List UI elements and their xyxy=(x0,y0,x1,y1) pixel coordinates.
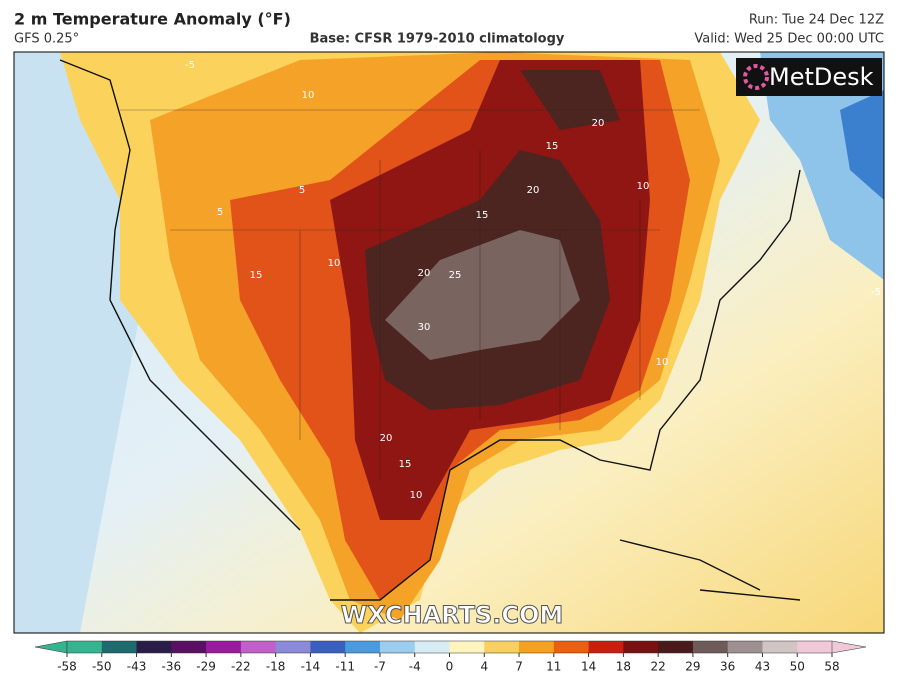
colorbar: -58 -50 -43 -36 -29 -22 -18 -14 -11 -7 -4 0 4 7 11 14 18… xyxy=(34,640,867,674)
logo-box xyxy=(736,58,882,96)
colorbar-segment xyxy=(67,641,103,653)
contour-label: 10 xyxy=(656,357,669,368)
colorbar-segment xyxy=(171,641,207,653)
colorbar-arrow-right xyxy=(831,640,867,654)
colorbar-segment xyxy=(206,641,242,653)
colorbar-segment xyxy=(379,641,416,653)
colorbar-tick-label: 22 xyxy=(650,660,665,674)
colorbar-segment xyxy=(101,641,138,653)
contour-label: 15 xyxy=(399,459,412,470)
contour-label: 5 xyxy=(217,207,223,218)
contour-label: 15 xyxy=(250,270,263,281)
watermark: WXCHARTS.COM xyxy=(341,601,563,629)
colorbar-segment xyxy=(727,641,763,653)
colorbar-tick-label: 58 xyxy=(824,660,839,674)
contour-label: 15 xyxy=(546,141,559,152)
logo: MetDesk xyxy=(769,63,874,91)
colorbar-segment xyxy=(762,641,798,653)
colorbar-tick-label: -36 xyxy=(162,660,182,674)
borders xyxy=(120,109,700,480)
contour-label: 5 xyxy=(299,185,305,196)
contour-label: 10 xyxy=(637,181,650,192)
colorbar-segment xyxy=(658,641,694,653)
map-frame xyxy=(13,51,885,634)
colorbar-tick-label: 11 xyxy=(546,660,561,674)
colorbar-tick-label: -14 xyxy=(301,660,321,674)
colorbar-segment xyxy=(275,641,311,653)
colorbar-segment xyxy=(519,641,555,653)
anomaly-30 xyxy=(385,230,580,360)
colorbar-tick-label: -4 xyxy=(409,660,421,674)
valid-label: Valid: Wed 25 Dec 00:00 UTC xyxy=(694,32,884,47)
colorbar-tick-label: 14 xyxy=(581,660,596,674)
colorbar-arrow-left xyxy=(34,640,68,654)
colorbar-segment xyxy=(553,641,590,653)
logo-icon xyxy=(743,64,769,90)
run-label: Run: Tue 24 Dec 12Z xyxy=(749,13,884,28)
contour-label: 10 xyxy=(410,490,423,501)
contour-label: 20 xyxy=(418,268,431,279)
colorbar-tick-label: -18 xyxy=(266,660,286,674)
map-title: 2 m Temperature Anomaly (°F) xyxy=(14,10,291,29)
base-label: Base: CFSR 1979-2010 climatology xyxy=(310,32,565,47)
colorbar-tick-label: 7 xyxy=(515,660,523,674)
contour-label: 15 xyxy=(476,210,489,221)
colorbar-tick-label: 29 xyxy=(685,660,700,674)
contour-label: -5 xyxy=(185,60,195,71)
colorbar-tick-label: 43 xyxy=(755,660,770,674)
colorbar-tick-label: -7 xyxy=(374,660,386,674)
coastline xyxy=(59,59,801,601)
colorbar-tick-label: -22 xyxy=(231,660,251,674)
colorbar-segment xyxy=(588,641,624,653)
colorbar-tick-label: 0 xyxy=(446,660,454,674)
pacific-cool xyxy=(14,52,240,633)
colorbar-tick-label: 18 xyxy=(616,660,631,674)
contour-label: 20 xyxy=(527,185,540,196)
colorbar-segment xyxy=(797,641,833,653)
colorbar-segment xyxy=(136,641,172,653)
colorbar-segment xyxy=(310,641,346,653)
map: MetDesk WXCHARTS.COM 10 20 15 20 15 10 5 15 10 20… xyxy=(14,52,884,633)
colorbar-tick-label: -11 xyxy=(335,660,355,674)
contour-label: 30 xyxy=(418,322,431,333)
colorbar-segment xyxy=(240,641,277,653)
colorbar-segment xyxy=(345,641,381,653)
colorbar-segment xyxy=(623,641,659,653)
colorbar-segment xyxy=(414,641,450,653)
colorbar-tick-label: 36 xyxy=(720,660,735,674)
contour-label: 20 xyxy=(380,433,393,444)
colorbar-tick-label: -58 xyxy=(57,660,77,674)
colorbar-tick-label: -29 xyxy=(196,660,216,674)
colorbar-segment xyxy=(484,641,520,653)
colorbar-segment xyxy=(692,641,729,653)
colorbar-segment xyxy=(449,641,485,653)
contour-label: -5 xyxy=(871,287,881,298)
cold-core xyxy=(840,90,884,200)
contour-label: 10 xyxy=(302,90,315,101)
contour-label: 10 xyxy=(328,258,341,269)
colorbar-tick-label: -43 xyxy=(127,660,147,674)
colorbar-tick-label: -50 xyxy=(92,660,112,674)
model-label: GFS 0.25° xyxy=(14,32,79,47)
colorbar-tick-label: 4 xyxy=(480,660,488,674)
contour-labels: 10 20 15 20 15 10 5 15 10 20 25 30 10 20 15 10 -5 -5 5 xyxy=(185,60,881,501)
contour-label: 20 xyxy=(592,118,605,129)
contour-label: 25 xyxy=(449,270,462,281)
colorbar-tick-label: 50 xyxy=(790,660,805,674)
